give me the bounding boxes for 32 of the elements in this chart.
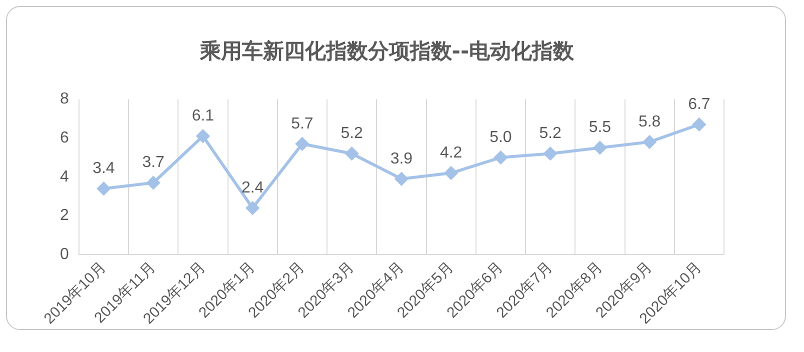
data-label: 6.1 <box>192 108 214 125</box>
data-label: 3.7 <box>142 154 165 172</box>
y-tick-label: 2 <box>60 207 69 224</box>
point <box>494 151 508 164</box>
y-tick-label: 8 <box>60 90 69 108</box>
data-label: 5.5 <box>588 119 612 136</box>
point <box>196 130 210 143</box>
point <box>444 166 458 180</box>
y-tick-label: 0 <box>60 246 69 264</box>
point <box>146 176 160 190</box>
data-label: 4.2 <box>440 144 462 162</box>
chart-title: 乘用车新四化指数分项指数--电动化指数 <box>198 39 576 64</box>
data-label: 5.8 <box>638 113 661 130</box>
data-label: 5.2 <box>539 125 562 142</box>
data-label: 5.0 <box>490 128 512 146</box>
y-tick-label: 6 <box>60 129 69 146</box>
point <box>296 137 309 150</box>
point <box>246 202 260 215</box>
data-label: 6.7 <box>688 96 710 113</box>
point <box>345 147 358 160</box>
data-label: 5.7 <box>291 115 314 132</box>
data-label: 3.9 <box>390 150 413 168</box>
point <box>643 135 656 148</box>
point <box>544 147 557 160</box>
data-label: 2.4 <box>241 179 264 196</box>
point <box>692 118 706 131</box>
point <box>593 141 606 154</box>
data-label: 5.2 <box>340 125 364 142</box>
point <box>394 172 408 186</box>
point <box>97 182 110 196</box>
data-label: 3.4 <box>92 160 115 177</box>
y-tick-label: 4 <box>60 168 69 186</box>
